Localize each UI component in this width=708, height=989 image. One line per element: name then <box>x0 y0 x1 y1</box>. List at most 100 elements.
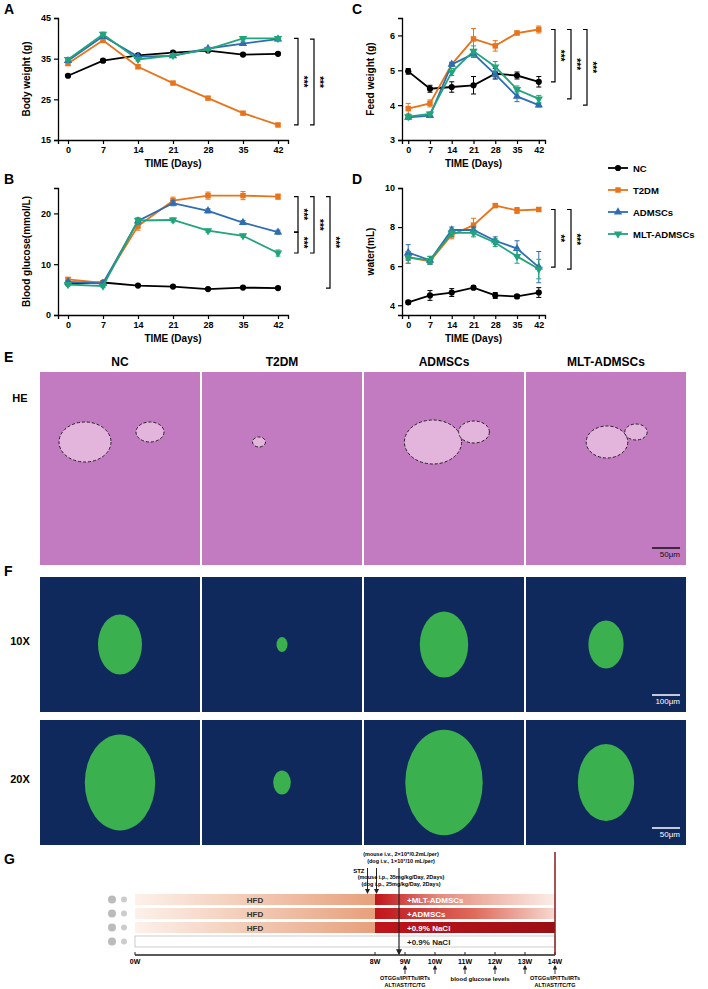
marker <box>493 203 498 208</box>
tick-mark <box>473 140 474 144</box>
tick: 6 <box>390 31 402 41</box>
marker <box>99 32 107 39</box>
tick-mark <box>138 140 139 144</box>
significance-bracket <box>294 232 298 253</box>
tick: 0 <box>66 315 71 330</box>
tick-mark <box>398 105 402 106</box>
tick-mark <box>54 315 58 316</box>
chart: 07142128354246810TIME (Days)water(mL)D**… <box>352 171 582 344</box>
islet-outline <box>253 437 266 447</box>
tick-mark <box>68 140 69 144</box>
marker <box>170 80 175 85</box>
series-line <box>408 30 539 109</box>
week-label: 8W <box>370 958 381 965</box>
tick: 45 <box>41 13 58 23</box>
error-bar <box>449 82 454 92</box>
marker <box>169 198 177 205</box>
tick: 8 <box>390 222 402 232</box>
tick-label: 21 <box>168 320 178 330</box>
marker <box>99 31 107 38</box>
x-axis-title: TIME (Days) <box>445 158 502 169</box>
tick-label: 35 <box>41 54 51 64</box>
marker <box>205 95 210 100</box>
tick: 7 <box>101 315 106 330</box>
series-line <box>408 206 539 262</box>
marker <box>275 194 280 199</box>
significance-label: ** <box>555 234 566 242</box>
week-label: 12W <box>488 958 503 965</box>
tick-mark <box>54 99 58 100</box>
tick: 20 <box>41 209 58 219</box>
marker <box>405 106 410 111</box>
injection-note: (dog i.v., 1×10⁷/10 mL/per) <box>367 858 435 864</box>
tick: 5 <box>390 66 402 76</box>
significance-bracket <box>294 197 298 233</box>
tick: 28 <box>491 315 501 330</box>
tick-mark <box>430 315 431 319</box>
panel-label: B <box>4 171 14 187</box>
chart: 07142128354201020TIME (Days)Blood glucos… <box>4 171 341 344</box>
scale-bar-label: 50μm <box>660 830 681 839</box>
tick-label: 8 <box>390 222 395 232</box>
tick: 28 <box>203 315 213 330</box>
significance-label: *** <box>330 237 341 249</box>
islet-outline <box>136 422 164 442</box>
week-tick <box>465 952 466 955</box>
significance-bracket <box>310 39 314 125</box>
marker <box>469 231 477 238</box>
tick-mark <box>473 315 474 319</box>
tick-mark <box>68 315 69 319</box>
glucose-arrow <box>435 966 436 974</box>
tick-label: 0 <box>66 320 71 330</box>
marker <box>204 206 212 213</box>
error-bar <box>536 208 541 212</box>
he-image <box>202 372 362 565</box>
marker <box>135 64 140 69</box>
he-image <box>364 372 524 565</box>
tick: 21 <box>469 140 479 155</box>
y-axis-title: Blood glucose(mmol/L) <box>21 196 32 307</box>
significance-label: *** <box>571 58 582 70</box>
marker <box>449 84 455 90</box>
tick: 0 <box>66 140 71 155</box>
axis-line <box>403 316 546 320</box>
marker <box>469 49 477 56</box>
tick-mark <box>408 315 409 319</box>
tick-mark <box>243 140 244 144</box>
significance-bracket <box>551 30 555 82</box>
column-header: ADMSCs <box>419 355 470 369</box>
marker <box>536 207 541 212</box>
y-axis-title: water(mL) <box>365 228 376 277</box>
significance-label: *** <box>587 61 598 73</box>
tick-mark <box>138 315 139 319</box>
marker <box>240 110 245 115</box>
axis-line <box>398 19 403 141</box>
tick: 0 <box>406 140 411 155</box>
fluorescence-image <box>364 577 524 712</box>
column-header: MLT-ADMSCs <box>567 355 645 369</box>
glucose-label: blood glucose levels <box>450 976 510 982</box>
glucose-arrow <box>465 966 466 974</box>
tick-label: 42 <box>273 320 283 330</box>
tick-label: 14 <box>133 320 143 330</box>
he-image <box>40 372 200 565</box>
test-label: OTGGs/IPITTs/IRTs <box>530 975 580 981</box>
panel-label: E <box>4 349 13 365</box>
marker <box>426 258 434 265</box>
error-bar <box>206 192 211 199</box>
y-axis-title: Feed weight (g) <box>365 42 376 115</box>
marker <box>169 218 177 225</box>
tick-mark <box>398 266 402 267</box>
marker <box>99 284 107 291</box>
tick-mark <box>517 140 518 144</box>
marker <box>240 193 245 198</box>
x-axis-title: TIME (Days) <box>144 158 201 169</box>
error-bar <box>493 41 498 51</box>
tick-label: 42 <box>534 145 544 155</box>
islet-outline <box>586 426 628 458</box>
tick-label: 7 <box>428 145 433 155</box>
legend-label: MLT-ADMSCs <box>633 229 695 240</box>
scale-bar-label: 50μm <box>660 550 681 559</box>
marker <box>275 122 280 127</box>
significance-label: *** <box>314 76 325 88</box>
